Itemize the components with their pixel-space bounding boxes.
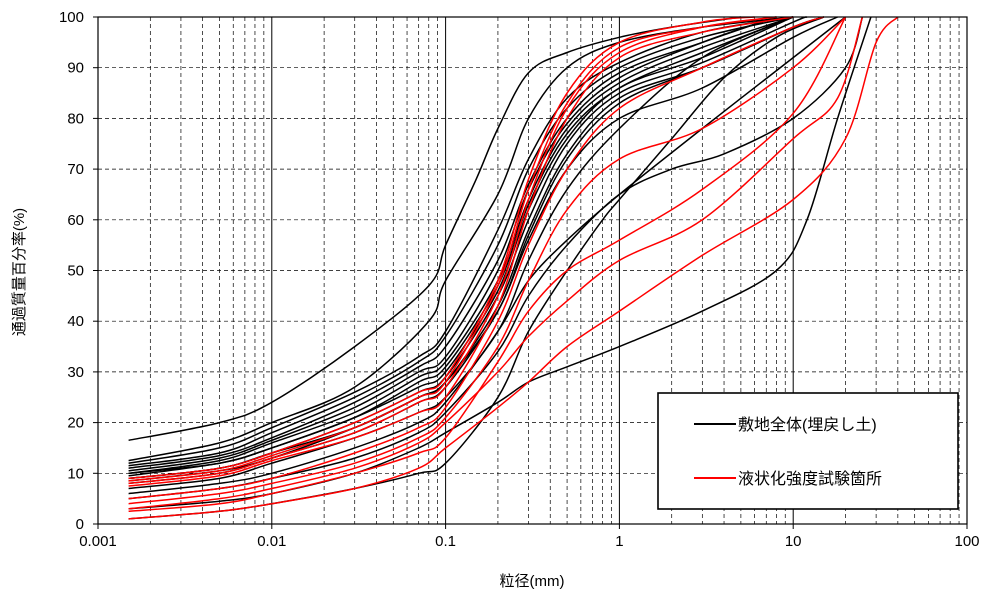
series-line-red-24 [128,16,847,513]
x-axis-label: 粒径(mm) [500,573,565,590]
x-tick-label: 0.01 [257,533,286,550]
series-line-black-2 [128,16,794,464]
legend: 敷地全体(埋戻し土) 液状化強度試験箇所 [657,392,959,510]
series-line-red-22 [128,16,825,500]
y-tick-label: 40 [67,313,84,330]
y-tick-label: 60 [67,212,84,229]
y-tick-label: 90 [67,60,84,77]
legend-label-red: 液状化強度試験箇所 [738,470,882,488]
series-line-black-1 [128,16,794,462]
series-line-black-6 [128,16,794,475]
x-tick-label: 0.1 [435,533,456,550]
series-line-red-18 [128,16,755,480]
y-tick-label: 0 [76,516,84,533]
y-tick-label: 70 [67,161,84,178]
y-tick-label: 20 [67,415,84,432]
x-tick-label: 100 [954,533,979,550]
x-tick-label: 1 [615,533,623,550]
y-tick-label: 80 [67,110,84,127]
y-tick-label: 30 [67,364,84,381]
series-line-black-3 [128,16,794,467]
series-line-red-20 [128,16,777,485]
series-layer [128,16,899,520]
series-line-black-4 [128,16,777,469]
series-line-black-0 [128,16,742,442]
series-line-black-17 [128,16,794,490]
series-line-black-5 [128,16,777,472]
series-line-red-23 [128,16,847,505]
x-tick-label: 10 [785,533,802,550]
x-tick-label: 0.001 [79,533,117,550]
series-line-red-19 [128,16,777,482]
series-line-red-26 [128,16,864,510]
y-tick-label: 10 [67,465,84,482]
y-tick-label: 50 [67,263,84,280]
y-axis-label: 通過質量百分率(%) [10,208,28,336]
series-line-red-25 [128,16,899,520]
legend-label-black: 敷地全体(埋戻し土) [738,415,877,434]
legend-box [657,392,959,510]
series-line-red-21 [128,16,794,487]
axes-layer: 0.001 0.01 0.1 1 10 100 0 10 20 30 40 50 60 70 80 90 100 [59,9,980,550]
y-tick-label: 100 [59,9,84,26]
